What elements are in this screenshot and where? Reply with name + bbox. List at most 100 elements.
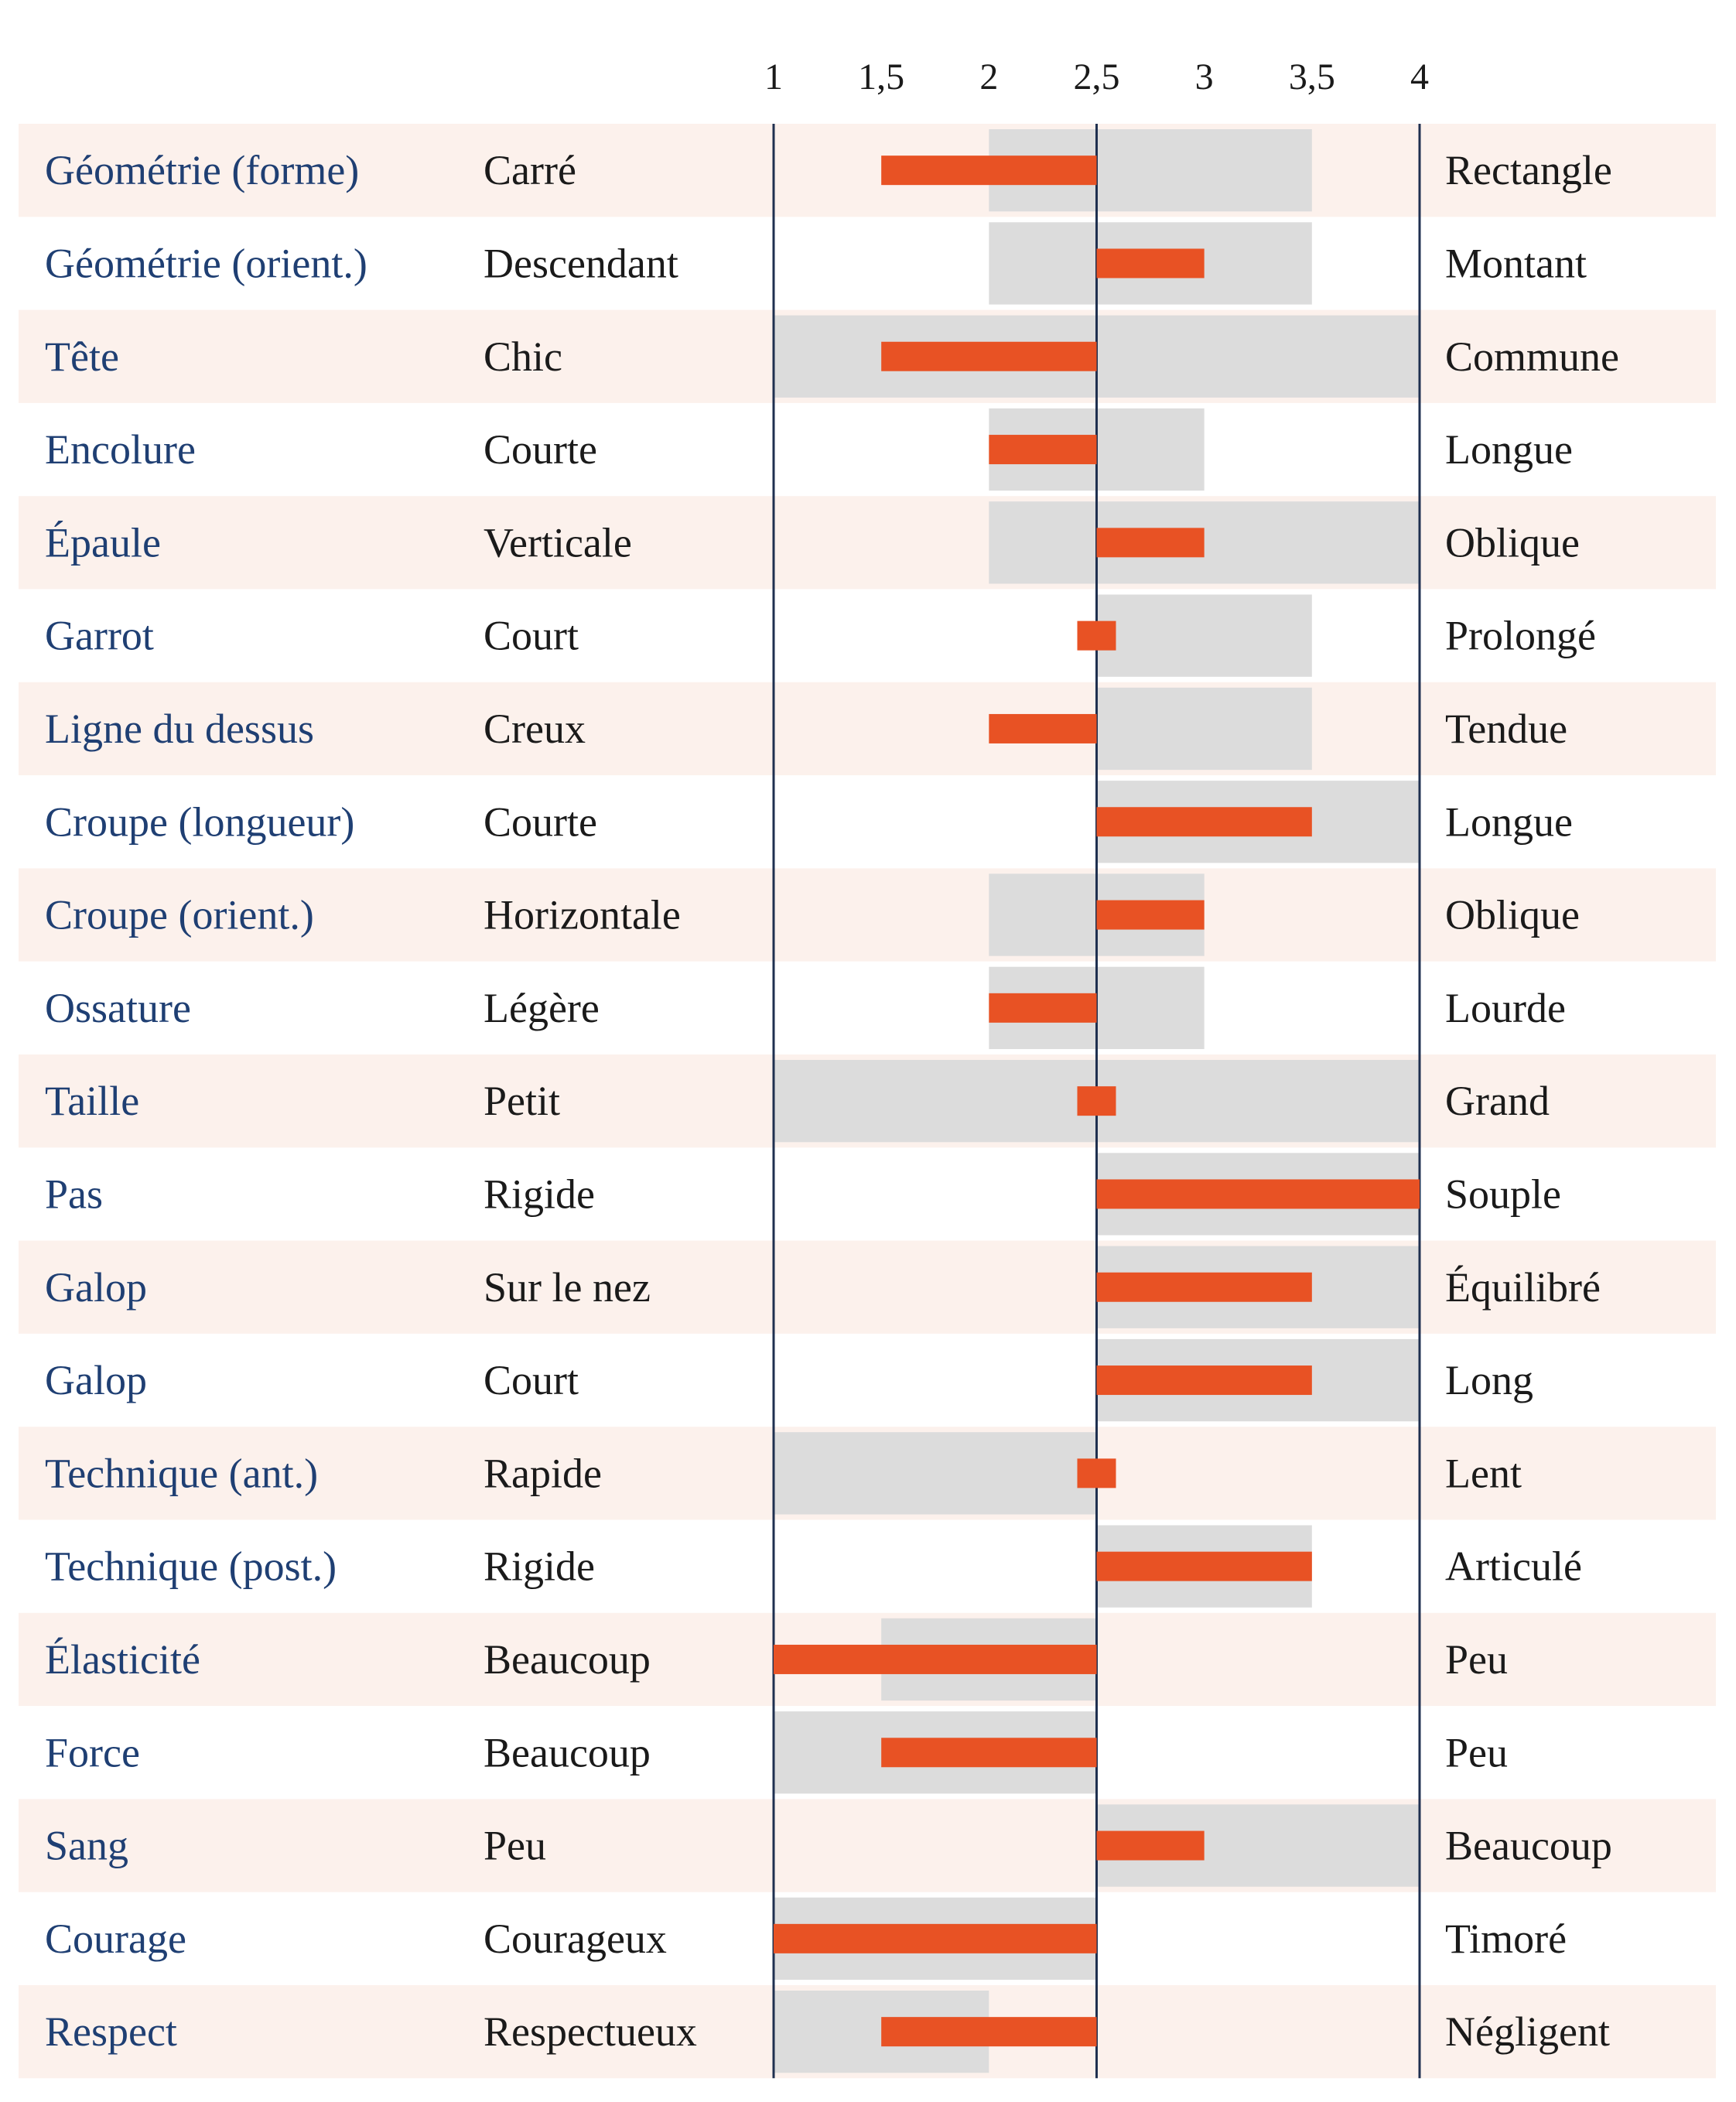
trait-label: Galop bbox=[45, 1264, 147, 1311]
range-bar bbox=[989, 501, 1420, 584]
low-end-label: Carré bbox=[484, 147, 576, 193]
low-end-label: Court bbox=[484, 613, 579, 659]
low-end-label: Descendant bbox=[484, 240, 678, 286]
row-background bbox=[19, 1240, 1716, 1334]
low-end-label: Sur le nez bbox=[484, 1264, 651, 1311]
trait-label: Géométrie (forme) bbox=[45, 147, 359, 193]
trait-label: Respect bbox=[45, 2008, 177, 2055]
high-end-label: Long bbox=[1445, 1357, 1533, 1403]
high-end-label: Lourde bbox=[1445, 985, 1566, 1031]
high-end-label: Équilibré bbox=[1445, 1264, 1601, 1311]
high-end-label: Oblique bbox=[1445, 519, 1580, 566]
value-bar bbox=[1077, 1458, 1116, 1488]
x-tick-label: 3 bbox=[1195, 56, 1214, 97]
trait-label: Géométrie (orient.) bbox=[45, 240, 367, 286]
high-end-label: Timoré bbox=[1445, 1916, 1567, 1962]
value-bar bbox=[1096, 807, 1312, 837]
range-bar bbox=[1096, 594, 1312, 677]
low-end-label: Rapide bbox=[484, 1450, 602, 1496]
high-end-label: Longue bbox=[1445, 798, 1573, 845]
x-tick-label: 1,5 bbox=[858, 56, 904, 97]
row-background bbox=[19, 868, 1716, 962]
value-bar bbox=[1096, 1551, 1312, 1581]
low-end-label: Courageux bbox=[484, 1916, 667, 1962]
low-end-label: Beaucoup bbox=[484, 1729, 651, 1776]
low-end-label: Rigide bbox=[484, 1543, 595, 1590]
low-end-label: Court bbox=[484, 1357, 579, 1403]
high-end-label: Grand bbox=[1445, 1078, 1550, 1124]
high-end-label: Rectangle bbox=[1445, 147, 1612, 193]
high-end-label: Souple bbox=[1445, 1171, 1561, 1217]
low-end-label: Chic bbox=[484, 333, 562, 380]
high-end-label: Oblique bbox=[1445, 892, 1580, 938]
trait-label: Croupe (orient.) bbox=[45, 892, 314, 938]
high-end-label: Longue bbox=[1445, 426, 1573, 473]
value-bar bbox=[1096, 900, 1205, 930]
high-end-label: Peu bbox=[1445, 1729, 1508, 1776]
trait-label: Force bbox=[45, 1729, 140, 1776]
low-end-label: Horizontale bbox=[484, 892, 681, 938]
range-bar bbox=[774, 1432, 1097, 1515]
value-bar bbox=[881, 341, 1097, 371]
row-background bbox=[19, 496, 1716, 590]
value-bar bbox=[881, 2017, 1097, 2047]
low-end-label: Respectueux bbox=[484, 2008, 697, 2055]
x-tick-label: 4 bbox=[1410, 56, 1429, 97]
x-tick-label: 2,5 bbox=[1074, 56, 1120, 97]
low-end-label: Verticale bbox=[484, 519, 632, 566]
low-end-label: Rigide bbox=[484, 1171, 595, 1217]
range-bar bbox=[1096, 687, 1312, 771]
high-end-label: Montant bbox=[1445, 240, 1587, 286]
high-end-label: Peu bbox=[1445, 1636, 1508, 1683]
high-end-label: Articulé bbox=[1445, 1543, 1582, 1590]
value-bar bbox=[1096, 1272, 1312, 1302]
high-end-label: Lent bbox=[1445, 1450, 1522, 1496]
low-end-label: Peu bbox=[484, 1823, 546, 1869]
low-end-label: Petit bbox=[484, 1078, 560, 1124]
trait-label: Ossature bbox=[45, 985, 191, 1031]
trait-label: Élasticité bbox=[45, 1636, 200, 1683]
low-end-label: Beaucoup bbox=[484, 1636, 651, 1683]
trait-label: Encolure bbox=[45, 426, 196, 473]
row-background bbox=[19, 682, 1716, 776]
high-end-label: Commune bbox=[1445, 333, 1619, 380]
value-bar bbox=[1096, 1830, 1205, 1861]
x-axis-tick-labels: 1 1,5 2 2,5 3 3,5 4 bbox=[764, 56, 1429, 97]
value-bars bbox=[774, 156, 1420, 2047]
trait-label: Ligne du dessus bbox=[45, 706, 314, 752]
x-tick-label: 2 bbox=[979, 56, 998, 97]
value-bar bbox=[881, 1738, 1097, 1768]
x-tick-label: 3,5 bbox=[1289, 56, 1335, 97]
value-bar bbox=[989, 993, 1097, 1023]
low-end-label: Creux bbox=[484, 706, 586, 752]
value-bar bbox=[1096, 1179, 1420, 1209]
value-bar bbox=[1096, 1365, 1312, 1396]
high-end-label: Beaucoup bbox=[1445, 1823, 1612, 1869]
value-bar bbox=[1077, 620, 1116, 651]
high-end-label: Prolongé bbox=[1445, 613, 1596, 659]
value-bar bbox=[1096, 528, 1205, 558]
value-bar bbox=[881, 156, 1097, 186]
x-tick-label: 1 bbox=[764, 56, 783, 97]
low-end-label: Courte bbox=[484, 798, 597, 845]
value-bar bbox=[774, 1923, 1097, 1953]
value-bar bbox=[1077, 1086, 1116, 1116]
value-bar bbox=[774, 1644, 1097, 1674]
high-end-label: Tendue bbox=[1445, 706, 1567, 752]
trait-label: Pas bbox=[45, 1171, 103, 1217]
trait-label: Sang bbox=[45, 1823, 128, 1869]
value-bar bbox=[989, 713, 1097, 743]
trait-label: Technique (post.) bbox=[45, 1543, 337, 1590]
trait-label: Garrot bbox=[45, 613, 154, 659]
trait-label: Épaule bbox=[45, 519, 161, 566]
trait-label: Tête bbox=[45, 333, 119, 380]
row-background bbox=[19, 124, 1716, 217]
row-labels: Géométrie (forme) Carré Rectangle Géométrie… bbox=[45, 147, 1619, 2055]
low-end-label: Légère bbox=[484, 985, 600, 1031]
trait-label: Courage bbox=[45, 1916, 186, 1962]
trait-label: Croupe (longueur) bbox=[45, 798, 354, 845]
high-end-label: Négligent bbox=[1445, 2008, 1610, 2055]
value-bar bbox=[1096, 248, 1205, 279]
trait-label: Galop bbox=[45, 1357, 147, 1403]
